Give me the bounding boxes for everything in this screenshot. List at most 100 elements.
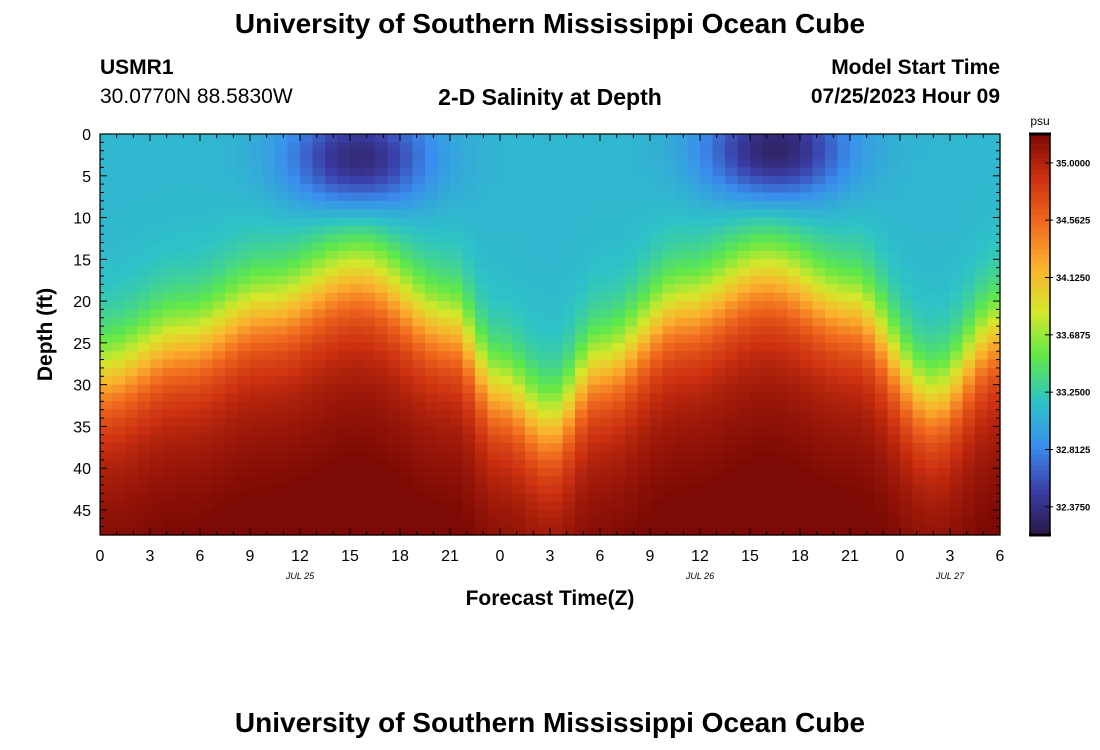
heatmap-cell [237,301,251,311]
heatmap-cell [575,167,589,177]
heatmap-cell [100,209,114,219]
heatmap-cell [387,484,401,494]
heatmap-cell [450,518,464,528]
heatmap-cell [587,342,601,352]
heatmap-cell [437,501,451,511]
heatmap-cell [837,150,851,160]
heatmap-cell [925,276,939,285]
heatmap-cell [525,284,539,294]
heatmap-cell [850,134,864,143]
heatmap-cell [950,367,964,377]
heatmap-cell [937,392,951,402]
heatmap-cell [525,192,539,202]
heatmap-cell [212,509,226,519]
heatmap-cell [887,217,901,227]
heatmap-cell [737,392,751,402]
heatmap-cell [200,309,214,319]
heatmap-cell [425,476,439,486]
heatmap-cell [550,234,564,244]
heatmap-cell [737,518,751,528]
colorbar-band [1030,494,1050,501]
heatmap-cell [137,501,151,511]
heatmap-cell [625,451,639,461]
heatmap-cell [750,267,764,277]
heatmap-cell [675,409,689,419]
heatmap-cell [575,200,589,210]
heatmap-cell [150,326,164,336]
heatmap-cell [737,384,751,394]
heatmap-cell [662,342,676,352]
heatmap-cell [675,434,689,444]
heatmap-cell [687,292,701,302]
heatmap-cell [650,167,664,177]
heatmap-cell [750,326,764,336]
heatmap-cell [625,234,639,244]
heatmap-cell [612,184,626,194]
heatmap-cell [850,426,864,436]
heatmap-cell [925,159,939,169]
heatmap-cell [350,250,364,260]
heatmap-cell [512,409,526,419]
heatmap-cell [712,292,726,302]
heatmap-cell [925,200,939,210]
heatmap-cell [537,451,551,461]
colorbar-band [1030,319,1050,326]
heatmap-cell [550,309,564,319]
heatmap-cell [825,317,839,327]
heatmap-cell [125,242,139,252]
heatmap-cell [587,317,601,327]
heatmap-cell [662,459,676,469]
heatmap-cell [662,234,676,244]
heatmap-cell [375,234,389,244]
heatmap-cell [100,142,114,152]
heatmap-cell [887,451,901,461]
heatmap-cell [425,376,439,386]
heatmap-cell [112,451,126,461]
heatmap-cell [887,159,901,169]
heatmap-cell [200,426,214,436]
heatmap-cell [150,159,164,169]
heatmap-cell [537,359,551,369]
heatmap-cell [200,225,214,235]
heatmap-cell [187,526,201,536]
heatmap-cell [462,175,476,185]
heatmap-cell [625,242,639,252]
heatmap-cell [312,376,326,386]
heatmap-cell [750,426,764,436]
heatmap-cell [337,334,351,344]
heatmap-cell [225,301,239,311]
heatmap-cell [887,184,901,194]
heatmap-cell [800,459,814,469]
heatmap-cell [650,367,664,377]
heatmap-cell [237,142,251,152]
heatmap-cell [750,234,764,244]
heatmap-cell [912,526,926,536]
heatmap-cell [412,418,426,427]
heatmap-cell [562,484,576,494]
heatmap-cell [100,443,114,453]
heatmap-cell [175,376,189,386]
heatmap-cell [112,159,126,169]
heatmap-cell [100,518,114,528]
heatmap-cell [962,242,976,252]
heatmap-cell [225,384,239,394]
heatmap-cell [887,150,901,160]
heatmap-cell [200,242,214,252]
heatmap-cell [400,250,414,260]
heatmap-cell [425,301,439,311]
heatmap-cell [862,434,876,444]
heatmap-cell [312,518,326,528]
heatmap-cell [787,301,801,311]
heatmap-cell [412,217,426,227]
heatmap-cell [825,142,839,152]
heatmap-cell [712,142,726,152]
heatmap-cell [512,259,526,269]
heatmap-cell [950,459,964,469]
heatmap-cell [575,409,589,419]
heatmap-cell [550,225,564,235]
heatmap-cell [775,250,789,260]
heatmap-cell [812,309,826,319]
colorbar-band [1030,509,1050,516]
heatmap-cell [362,509,376,519]
heatmap-cell [825,351,839,361]
